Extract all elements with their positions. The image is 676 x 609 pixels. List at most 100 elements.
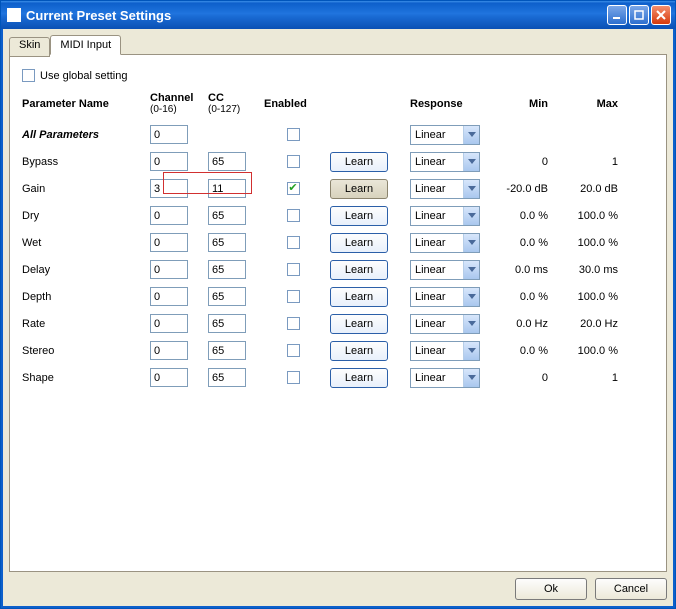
window-title: Current Preset Settings xyxy=(26,8,607,23)
enabled-checkbox[interactable] xyxy=(287,263,300,276)
min-value: 0 xyxy=(494,156,554,168)
cc-input[interactable] xyxy=(208,179,246,198)
header-enabled: Enabled xyxy=(264,98,322,110)
param-name: Shape xyxy=(22,372,142,384)
cc-input[interactable] xyxy=(208,341,246,360)
learn-button[interactable]: Learn xyxy=(330,260,388,280)
param-row: RateLearnLinear0.0 Hz20.0 Hz xyxy=(22,310,654,337)
channel-input[interactable] xyxy=(150,260,188,279)
enabled-checkbox[interactable]: ✔ xyxy=(287,182,300,195)
enabled-checkbox[interactable] xyxy=(287,290,300,303)
cc-input[interactable] xyxy=(208,314,246,333)
param-row: ShapeLearnLinear01 xyxy=(22,364,654,391)
param-row: Gain✔LearnLinear-20.0 dB20.0 dB xyxy=(22,175,654,202)
tab-midi-input[interactable]: MIDI Input xyxy=(50,35,121,55)
minimize-button[interactable] xyxy=(607,5,627,25)
response-select[interactable]: Linear xyxy=(410,260,480,280)
chevron-down-icon xyxy=(463,207,479,225)
enabled-checkbox[interactable] xyxy=(287,344,300,357)
param-row: DryLearnLinear0.0 %100.0 % xyxy=(22,202,654,229)
response-select[interactable]: Linear xyxy=(410,206,480,226)
cc-input[interactable] xyxy=(208,287,246,306)
chevron-down-icon xyxy=(463,126,479,144)
chevron-down-icon xyxy=(463,369,479,387)
close-button[interactable] xyxy=(651,5,671,25)
maximize-button[interactable] xyxy=(629,5,649,25)
use-global-checkbox[interactable] xyxy=(22,69,35,82)
header-param: Parameter Name xyxy=(22,98,142,110)
response-select[interactable]: Linear xyxy=(410,368,480,388)
response-select[interactable]: Linear xyxy=(410,287,480,307)
learn-button[interactable]: Learn xyxy=(330,368,388,388)
enabled-checkbox[interactable] xyxy=(287,317,300,330)
channel-input[interactable] xyxy=(150,314,188,333)
min-value: 0.0 ms xyxy=(494,264,554,276)
param-name: All Parameters xyxy=(22,129,142,141)
cc-input[interactable] xyxy=(208,260,246,279)
param-name: Depth xyxy=(22,291,142,303)
cc-input[interactable] xyxy=(208,206,246,225)
min-value: -20.0 dB xyxy=(494,183,554,195)
channel-input[interactable] xyxy=(150,179,188,198)
chevron-down-icon xyxy=(463,288,479,306)
channel-input[interactable] xyxy=(150,368,188,387)
response-select[interactable]: Linear xyxy=(410,314,480,334)
tab-panel: Use global setting Parameter Name Channe… xyxy=(9,54,667,572)
max-value: 100.0 % xyxy=(562,237,624,249)
column-headers: Parameter Name Channel(0-16) CC(0-127) E… xyxy=(22,92,654,115)
enabled-checkbox[interactable] xyxy=(287,155,300,168)
min-value: 0.0 % xyxy=(494,345,554,357)
header-min: Min xyxy=(494,98,554,110)
param-row: All Parameters Linear xyxy=(22,121,654,148)
response-select[interactable]: Linear xyxy=(410,233,480,253)
cc-input[interactable] xyxy=(208,368,246,387)
param-row: Delay Learn Linear 0.0 ms 30.0 ms xyxy=(22,256,654,283)
min-value: 0.0 % xyxy=(494,237,554,249)
learn-button[interactable]: Learn xyxy=(330,179,388,199)
param-name: Stereo xyxy=(22,345,142,357)
chevron-down-icon xyxy=(463,315,479,333)
learn-button[interactable]: Learn xyxy=(330,341,388,361)
ok-button[interactable]: Ok xyxy=(515,578,587,600)
channel-input[interactable] xyxy=(150,341,188,360)
max-value: 1 xyxy=(562,156,624,168)
cc-input[interactable] xyxy=(208,152,246,171)
response-select[interactable]: Linear xyxy=(410,125,480,145)
chevron-down-icon xyxy=(463,342,479,360)
channel-input[interactable] xyxy=(150,125,188,144)
min-value: 0 xyxy=(494,372,554,384)
enabled-checkbox[interactable] xyxy=(287,371,300,384)
learn-button[interactable]: Learn xyxy=(330,287,388,307)
learn-button[interactable]: Learn xyxy=(330,152,388,172)
use-global-label: Use global setting xyxy=(40,70,127,82)
rows-container: All ParametersLinearBypassLearnLinear01G… xyxy=(22,121,654,391)
enabled-checkbox[interactable] xyxy=(287,236,300,249)
cc-input[interactable] xyxy=(208,233,246,252)
enabled-checkbox[interactable] xyxy=(287,209,300,222)
chevron-down-icon xyxy=(463,261,479,279)
learn-button[interactable]: Learn xyxy=(330,233,388,253)
header-response: Response xyxy=(410,98,486,110)
enabled-checkbox[interactable] xyxy=(287,128,300,141)
response-select[interactable]: Linear xyxy=(410,341,480,361)
max-value: 100.0 % xyxy=(562,345,624,357)
tab-skin[interactable]: Skin xyxy=(9,37,50,57)
dialog-window: Current Preset Settings SkinMIDI Input U… xyxy=(0,0,676,609)
channel-input[interactable] xyxy=(150,233,188,252)
max-value: 20.0 Hz xyxy=(562,318,624,330)
learn-button[interactable]: Learn xyxy=(330,206,388,226)
chevron-down-icon xyxy=(463,153,479,171)
min-value: 0.0 % xyxy=(494,291,554,303)
param-name: Delay xyxy=(22,264,142,276)
channel-input[interactable] xyxy=(150,206,188,225)
learn-button[interactable]: Learn xyxy=(330,314,388,334)
response-select[interactable]: Linear xyxy=(410,152,480,172)
cancel-button[interactable]: Cancel xyxy=(595,578,667,600)
channel-input[interactable] xyxy=(150,287,188,306)
response-select[interactable]: Linear xyxy=(410,179,480,199)
max-value: 100.0 % xyxy=(562,291,624,303)
channel-input[interactable] xyxy=(150,152,188,171)
header-max: Max xyxy=(562,98,624,110)
min-value: 0.0 Hz xyxy=(494,318,554,330)
max-value: 30.0 ms xyxy=(562,264,624,276)
